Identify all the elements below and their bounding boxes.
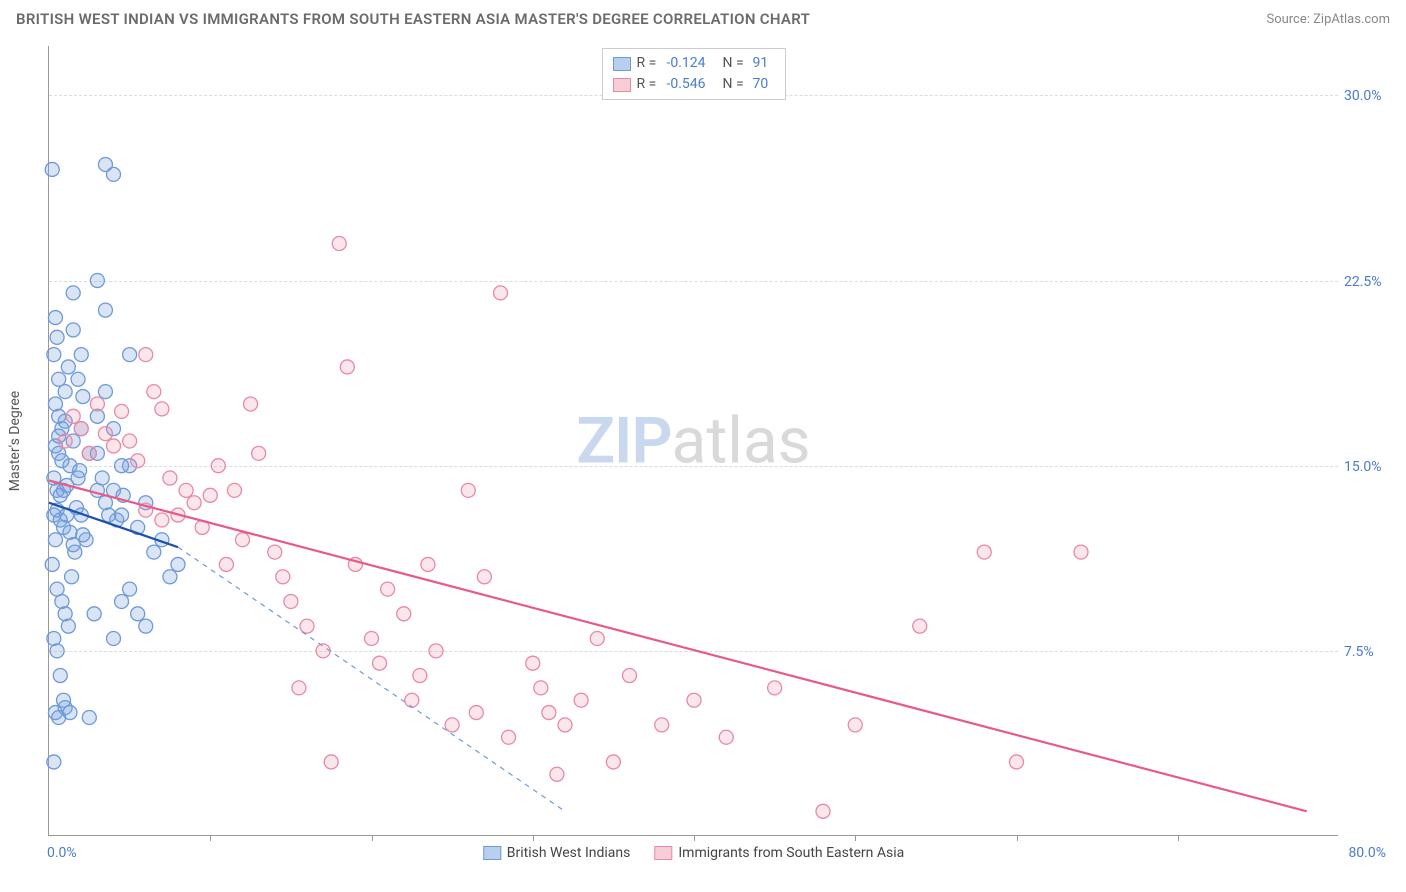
stats-row-series1: R = -0.124 N = 91 xyxy=(613,53,775,74)
stats-row-series2: R = -0.546 N = 70 xyxy=(613,74,775,95)
chart-header: BRITISH WEST INDIAN VS IMMIGRANTS FROM S… xyxy=(0,0,1406,34)
x-axis-max-label: 80.0% xyxy=(1348,845,1386,861)
r-label: R = xyxy=(637,53,661,74)
n-label: N = xyxy=(723,74,747,95)
stats-legend-box: R = -0.124 N = 91 R = -0.546 N = 70 xyxy=(602,48,786,100)
r-value-series1: -0.124 xyxy=(667,53,717,74)
legend-swatch-series1 xyxy=(483,846,501,860)
r-value-series2: -0.546 xyxy=(667,74,717,95)
x-axis-min-label: 0.0% xyxy=(47,845,77,861)
legend-item-series2: Immigrants from South Eastern Asia xyxy=(654,845,904,861)
n-label: N = xyxy=(723,53,747,74)
legend-label-series2: Immigrants from South Eastern Asia xyxy=(678,845,904,861)
chart-plot-area: ZIPatlas 7.5%15.0%22.5%30.0% Master's De… xyxy=(48,46,1338,836)
n-value-series1: 91 xyxy=(753,53,775,74)
swatch-series2 xyxy=(613,78,631,92)
chart-title: BRITISH WEST INDIAN VS IMMIGRANTS FROM S… xyxy=(16,10,810,28)
swatch-series1 xyxy=(613,57,631,71)
n-value-series2: 70 xyxy=(753,74,775,95)
r-label: R = xyxy=(637,74,661,95)
legend-swatch-series2 xyxy=(654,846,672,860)
legend-label-series1: British West Indians xyxy=(507,845,631,861)
bottom-legend: British West Indians Immigrants from Sou… xyxy=(483,845,904,861)
scatter-svg xyxy=(49,46,1338,835)
legend-item-series1: British West Indians xyxy=(483,845,631,861)
chart-source: Source: ZipAtlas.com xyxy=(1266,12,1390,27)
y-axis-label: Master's Degree xyxy=(7,390,23,490)
